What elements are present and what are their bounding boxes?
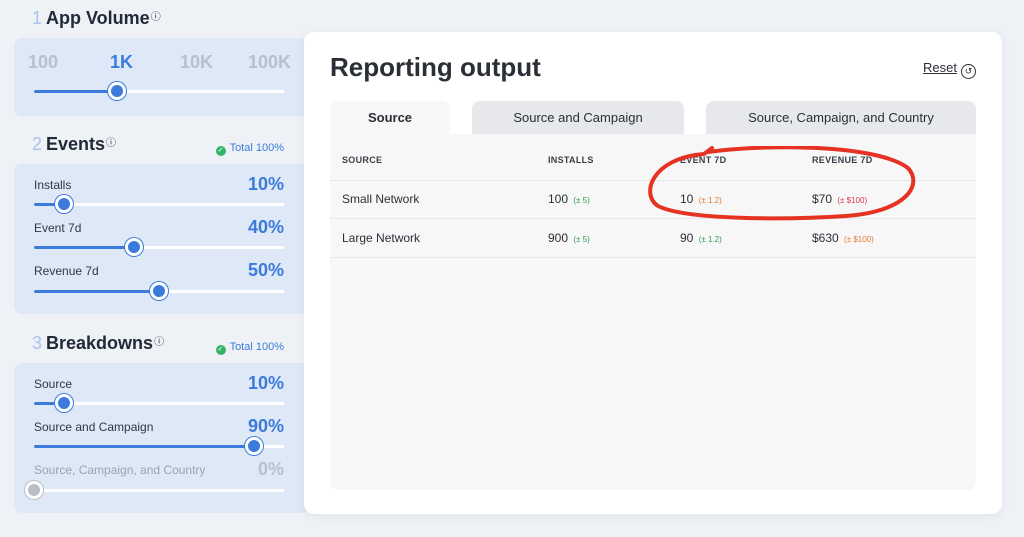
divider: [330, 180, 976, 181]
breakdowns-total-badge: ✓ Total 100%: [215, 341, 284, 355]
col-header-source: SOURCE: [342, 155, 383, 165]
check-icon: ✓: [215, 146, 226, 156]
breakdown-value-source-campaign-country: 0%: [257, 459, 284, 479]
events-total-badge: ✓ Total 100%: [215, 142, 284, 156]
source-campaign-country-slider-thumb[interactable]: [25, 481, 43, 499]
cell-revenue7d: $630 (± $100): [812, 231, 874, 245]
info-icon[interactable]: ⓘ: [150, 12, 161, 23]
volume-option-100k[interactable]: 100K: [248, 52, 292, 72]
reset-label: Reset: [923, 60, 957, 75]
revenue7d-slider-fill: [34, 290, 159, 293]
info-icon[interactable]: ⓘ: [154, 337, 165, 348]
breakdowns-panel: [14, 363, 310, 513]
cell-installs: 100 (± 5): [548, 192, 590, 206]
volume-slider[interactable]: [34, 82, 284, 100]
revenue7d-slider[interactable]: [34, 282, 284, 300]
divider: [330, 257, 976, 258]
source-slider-thumb[interactable]: [55, 394, 73, 412]
event7d-slider-thumb[interactable]: [125, 238, 143, 256]
source-slider[interactable]: [34, 394, 284, 412]
breakdown-label-source: Source: [34, 377, 73, 391]
cell-source: Large Network: [342, 231, 421, 245]
col-header-event7d: EVENT 7D: [680, 155, 727, 165]
revenue7d-slider-thumb[interactable]: [150, 282, 168, 300]
volume-slider-fill: [34, 90, 117, 93]
event7d-error: (± 1.2): [698, 235, 722, 244]
event7d-error: (± 1.2): [698, 196, 722, 205]
revenue7d-error: (± $100): [837, 196, 868, 205]
installs-slider-thumb[interactable]: [55, 195, 73, 213]
tab-source-campaign-country[interactable]: Source, Campaign, and Country: [706, 101, 976, 134]
event-label-installs: Installs: [34, 178, 72, 192]
reset-icon: ↺: [961, 64, 976, 79]
cell-source: Small Network: [342, 192, 420, 206]
cell-event7d: 10 (± 1.2): [680, 192, 722, 206]
cell-installs: 900 (± 5): [548, 231, 590, 245]
breakdowns-title: 3 Breakdownsⓘ: [32, 333, 165, 353]
installs-slider[interactable]: [34, 195, 284, 213]
info-icon[interactable]: ⓘ: [106, 138, 117, 149]
revenue7d-error: (± $100): [844, 235, 874, 244]
col-header-installs: INSTALLS: [548, 155, 594, 165]
source-campaign-country-slider[interactable]: [25, 481, 284, 499]
installs-slider-fill: [34, 203, 64, 206]
source-campaign-slider-thumb[interactable]: [245, 437, 263, 455]
volume-slider-thumb[interactable]: [107, 82, 126, 100]
cell-revenue7d: $70 (± $100): [812, 192, 868, 206]
check-icon: ✓: [215, 345, 226, 355]
event7d-slider[interactable]: [34, 238, 284, 256]
app-volume-title: 1 App Volumeⓘ: [32, 8, 161, 28]
event-label-revenue7d: Revenue 7d: [34, 264, 99, 278]
tab-source[interactable]: Source: [330, 101, 450, 134]
cell-event7d: 90 (± 1.2): [680, 231, 722, 245]
volume-option-100[interactable]: 100: [28, 52, 59, 72]
report-table: SOURCE INSTALLS EVENT 7D REVENUE 7D Smal…: [330, 134, 976, 490]
installs-error: (± 5): [573, 196, 590, 205]
breakdown-label-source-campaign-country: Source, Campaign, and Country: [34, 463, 206, 477]
source-campaign-slider-fill: [34, 445, 254, 448]
tab-source-and-campaign[interactable]: Source and Campaign: [472, 101, 684, 134]
breakdown-label-source-campaign: Source and Campaign: [34, 420, 154, 434]
reporting-output-card: Reporting output Reset ↺ Source Source an…: [304, 32, 1002, 514]
reset-button[interactable]: Reset ↺: [923, 60, 976, 79]
event-value-event7d: 40%: [247, 217, 284, 237]
events-title: 2 Eventsⓘ: [32, 134, 117, 154]
app-volume-panel: 100 1K 10K 100K: [14, 38, 310, 116]
breakdown-value-source: 10%: [247, 373, 284, 393]
divider: [330, 218, 976, 219]
installs-error: (± 5): [573, 235, 590, 244]
volume-option-1k[interactable]: 1K: [110, 52, 134, 72]
breakdown-value-source-campaign: 90%: [247, 416, 284, 436]
event-value-installs: 10%: [247, 174, 284, 194]
event-label-event7d: Event 7d: [34, 221, 82, 235]
col-header-revenue7d: REVENUE 7D: [812, 155, 873, 165]
page-title: Reporting output: [330, 52, 541, 82]
event7d-slider-fill: [34, 246, 134, 249]
event-value-revenue7d: 50%: [247, 260, 284, 280]
volume-option-10k[interactable]: 10K: [180, 52, 214, 72]
source-campaign-slider[interactable]: [34, 437, 284, 455]
source-slider-fill: [34, 402, 64, 405]
